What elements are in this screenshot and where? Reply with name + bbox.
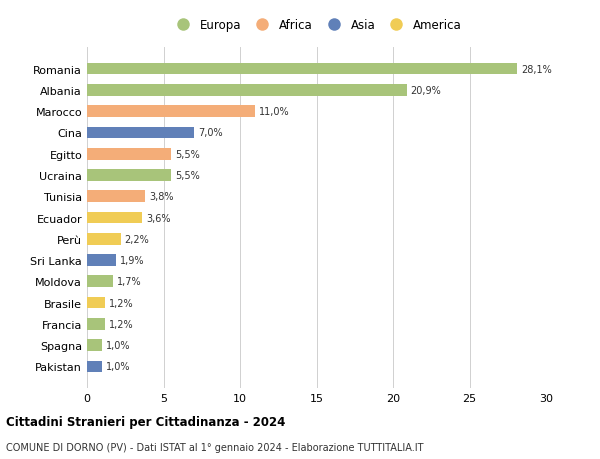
Text: 1,2%: 1,2% — [109, 298, 134, 308]
Text: 28,1%: 28,1% — [521, 64, 551, 74]
Text: 20,9%: 20,9% — [410, 86, 442, 95]
Text: 1,2%: 1,2% — [109, 319, 134, 329]
Bar — [87, 149, 171, 160]
Bar — [87, 234, 121, 245]
Text: 2,2%: 2,2% — [124, 234, 149, 244]
Text: 1,9%: 1,9% — [120, 256, 145, 265]
Text: 11,0%: 11,0% — [259, 107, 290, 117]
Bar — [87, 127, 194, 139]
Text: COMUNE DI DORNO (PV) - Dati ISTAT al 1° gennaio 2024 - Elaborazione TUTTITALIA.I: COMUNE DI DORNO (PV) - Dati ISTAT al 1° … — [6, 442, 424, 452]
Bar — [87, 255, 116, 266]
Bar — [87, 297, 106, 309]
Legend: Europa, Africa, Asia, America: Europa, Africa, Asia, America — [169, 17, 464, 34]
Text: 7,0%: 7,0% — [198, 128, 223, 138]
Bar — [87, 85, 407, 96]
Bar — [87, 340, 102, 351]
Bar — [87, 276, 113, 287]
Text: 3,6%: 3,6% — [146, 213, 170, 223]
Text: 1,0%: 1,0% — [106, 362, 131, 372]
Bar — [87, 170, 171, 181]
Bar — [87, 106, 256, 118]
Text: 1,0%: 1,0% — [106, 341, 131, 350]
Text: 3,8%: 3,8% — [149, 192, 173, 202]
Bar — [87, 361, 102, 372]
Bar — [87, 318, 106, 330]
Text: 5,5%: 5,5% — [175, 171, 200, 180]
Text: 5,5%: 5,5% — [175, 149, 200, 159]
Text: Cittadini Stranieri per Cittadinanza - 2024: Cittadini Stranieri per Cittadinanza - 2… — [6, 415, 286, 428]
Bar — [87, 191, 145, 202]
Bar — [87, 212, 142, 224]
Bar — [87, 64, 517, 75]
Text: 1,7%: 1,7% — [117, 277, 142, 287]
